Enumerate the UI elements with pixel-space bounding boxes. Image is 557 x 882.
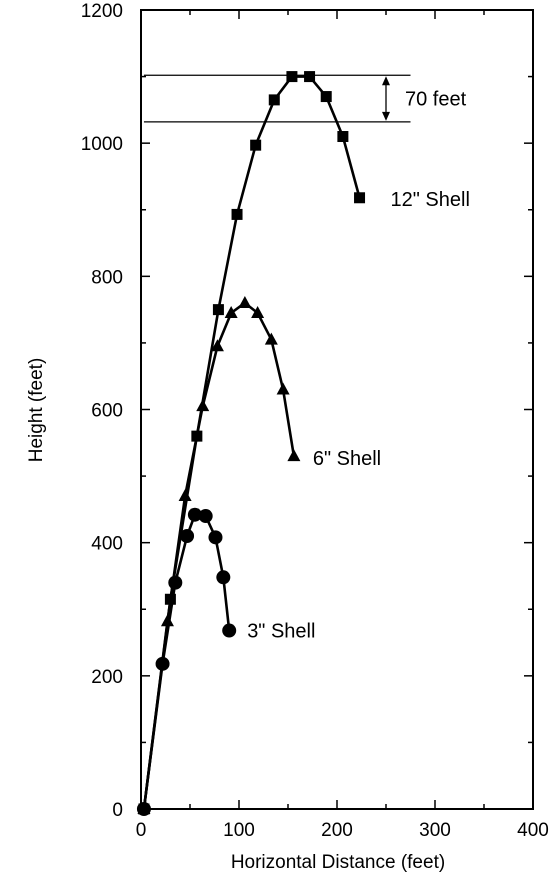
data-point-triangle (251, 305, 265, 318)
data-point-triangle (178, 489, 192, 502)
annotation-group: 70 feet (143, 74, 467, 123)
series-square: 12" Shell (138, 71, 470, 815)
data-point-square (320, 91, 332, 103)
tick-labels: 0 100 200 300 400 0 200 400 600 800 1000 1200 (81, 1, 549, 841)
annotation-label: 70 feet (405, 89, 467, 111)
y-tick-label: 1000 (81, 134, 123, 155)
data-point-square (212, 304, 224, 316)
series-label: 3" Shell (247, 621, 315, 643)
data-point-square (286, 71, 298, 83)
data-point-triangle (238, 295, 252, 308)
series-triangle: 6" Shell (137, 295, 381, 814)
data-point-square (337, 131, 349, 143)
data-point-square (231, 208, 243, 220)
y-tick-label: 0 (112, 800, 123, 821)
data-point-square (354, 192, 366, 204)
data-point-square (164, 593, 176, 605)
data-point-square (191, 430, 203, 442)
y-tick-label: 1200 (81, 1, 123, 22)
data-point-square (250, 139, 262, 151)
y-tick-label: 200 (91, 667, 123, 688)
x-tick-label: 400 (517, 820, 549, 841)
dimension-arrow-head-down (382, 111, 390, 121)
dimension-arrow-head-up (382, 76, 390, 86)
series-group: 3" Shell 6" Shell 12" Shell (136, 71, 470, 816)
data-point-circle (222, 623, 237, 638)
data-point-circle (180, 529, 195, 544)
data-point-circle (216, 570, 231, 585)
x-tick-label: 0 (136, 820, 147, 841)
data-point-circle (168, 575, 183, 590)
series-label: 12" Shell (391, 189, 470, 211)
data-point-triangle (210, 339, 224, 352)
data-point-triangle (276, 382, 290, 395)
y-axis-label: Height (feet) (26, 358, 47, 463)
y-tick-label: 400 (91, 534, 123, 555)
y-tick-label: 600 (91, 401, 123, 422)
axis-ticks (140, 9, 534, 810)
data-point-square (304, 71, 316, 83)
data-point-square (268, 94, 280, 106)
data-point-triangle (224, 305, 238, 318)
x-tick-label: 200 (321, 820, 353, 841)
series-label: 6" Shell (313, 448, 381, 470)
plot-area: 70 feet 3" Shell 6" Shell 12" Shell (136, 9, 534, 816)
series-line (142, 75, 361, 810)
data-point-square (138, 803, 150, 815)
data-point-circle (187, 507, 202, 522)
data-point-circle (208, 530, 223, 545)
data-point-triangle (287, 449, 301, 462)
x-axis-label: Horizontal Distance (feet) (231, 852, 445, 873)
data-point-triangle (264, 332, 278, 345)
x-tick-label: 100 (223, 820, 255, 841)
y-tick-label: 800 (91, 267, 123, 288)
x-tick-label: 300 (419, 820, 451, 841)
data-point-circle (198, 509, 213, 524)
